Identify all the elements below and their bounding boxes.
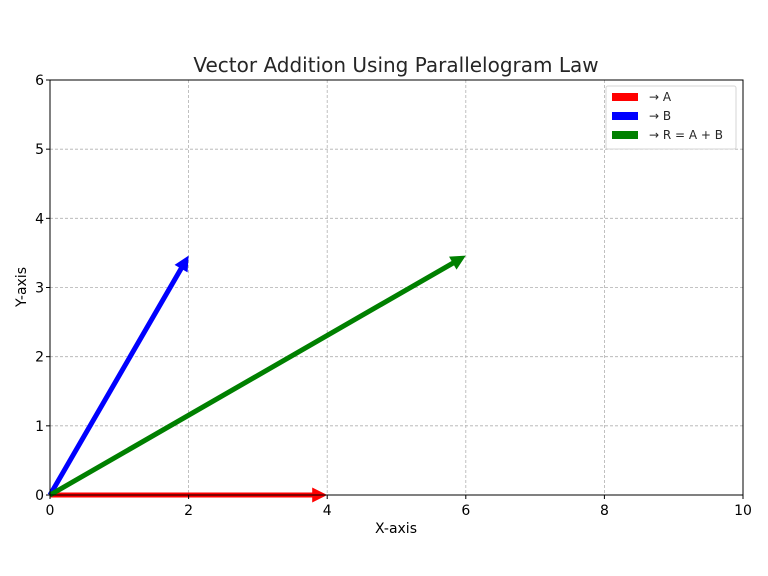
legend-swatch-2 xyxy=(612,131,638,139)
legend: → A → B → R = A + B xyxy=(605,85,737,150)
x-axis-label: X-axis xyxy=(375,521,417,537)
x-tick-label: 10 xyxy=(734,503,752,519)
legend-swatch-1 xyxy=(612,112,638,120)
x-tick-label: 2 xyxy=(184,503,193,519)
vector-arrow-2 xyxy=(48,255,466,498)
legend-label-2: → R = A + B xyxy=(649,128,723,142)
legend-label-1: → B xyxy=(649,109,671,123)
chart-title: Vector Addition Using Parallelogram Law xyxy=(193,53,598,77)
x-tick-label: 6 xyxy=(461,503,470,519)
x-tick-label: 8 xyxy=(600,503,609,519)
x-tick-label: 0 xyxy=(46,503,55,519)
y-tick-label: 0 xyxy=(35,488,44,504)
vectors xyxy=(47,255,466,503)
y-tick-label: 3 xyxy=(35,281,44,297)
axis-ticks: 0 2 4 6 8 10 0 1 2 3 4 5 6 xyxy=(35,73,752,519)
legend-swatch-0 xyxy=(612,93,638,101)
y-tick-label: 6 xyxy=(35,73,44,89)
y-tick-label: 4 xyxy=(35,211,44,227)
y-tick-label: 2 xyxy=(35,350,44,366)
legend-box xyxy=(605,85,737,150)
y-axis-label: Y-axis xyxy=(14,267,30,308)
vector-arrow-1 xyxy=(47,255,189,497)
y-tick-label: 5 xyxy=(35,142,44,158)
x-tick-label: 4 xyxy=(323,503,332,519)
legend-label-0: → A xyxy=(649,90,672,104)
y-tick-label: 1 xyxy=(35,419,44,435)
